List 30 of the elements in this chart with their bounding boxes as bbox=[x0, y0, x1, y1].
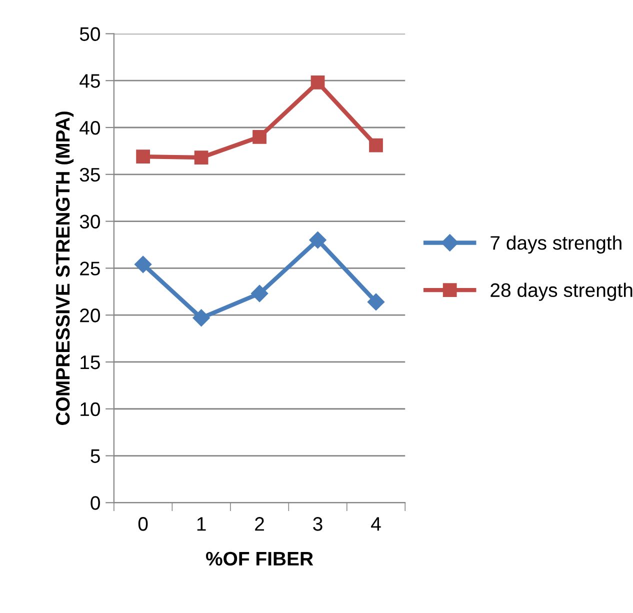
legend-label: 7 days strength bbox=[490, 235, 622, 254]
point bbox=[367, 293, 385, 311]
y-tick-label: 25 bbox=[80, 262, 100, 276]
point bbox=[250, 284, 268, 302]
y-tick-label: 5 bbox=[90, 449, 100, 464]
x-tick-label: 3 bbox=[313, 517, 322, 531]
y-tick-label: 20 bbox=[80, 308, 100, 322]
point bbox=[310, 76, 325, 90]
x-tick-label: 1 bbox=[197, 517, 206, 531]
y-tick-label: 15 bbox=[80, 356, 100, 370]
y-tick-label: 50 bbox=[80, 27, 100, 41]
x-axis-title: %OF FIBER bbox=[206, 552, 314, 566]
y-tick-label: 35 bbox=[80, 168, 100, 182]
legend-label: 28 days strength bbox=[490, 282, 632, 301]
x-tick-label: 2 bbox=[255, 517, 264, 531]
point bbox=[136, 150, 150, 164]
point bbox=[134, 256, 152, 273]
point bbox=[309, 232, 326, 249]
y-axis-title: COMPRESSIVE STRENGTH (MPA) bbox=[55, 112, 74, 425]
x-tick-label: 4 bbox=[371, 517, 381, 531]
y-tick-label: 45 bbox=[80, 74, 100, 88]
point bbox=[194, 150, 208, 164]
y-tick-label: 10 bbox=[80, 402, 100, 416]
point bbox=[252, 130, 266, 144]
y-tick-label: 30 bbox=[80, 214, 100, 229]
point bbox=[192, 309, 210, 326]
y-tick-label: 0 bbox=[90, 496, 100, 510]
y-tick-label: 40 bbox=[80, 120, 100, 135]
point bbox=[369, 138, 383, 152]
x-tick-label: 0 bbox=[138, 517, 148, 531]
